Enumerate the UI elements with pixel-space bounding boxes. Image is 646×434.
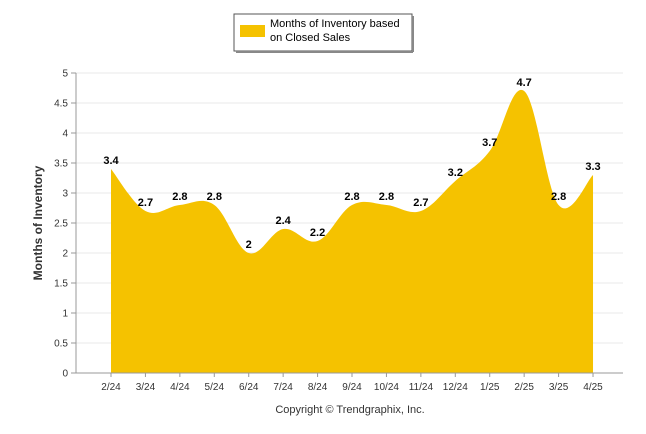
legend-line-1: Months of Inventory based [270,18,400,30]
copyright-text: Copyright © Trendgraphix, Inc. [275,404,424,416]
data-labels: 3.4 2.7 2.8 2.8 2 2.4 2.2 2.8 2.8 2.7 3.2 3.7 4.7 2.8… [103,77,600,251]
x-tick-label: 11/24 [409,382,434,393]
y-tick-label: 2.5 [54,219,68,230]
data-label: 2 [246,239,252,251]
y-axis-title: Months of Inventory [31,165,45,280]
y-tick-label: 4 [62,129,68,140]
y-tick-labels: 0 0.5 1 1.5 2 2.5 3 3.5 4 4.5 5 [54,69,76,380]
legend-swatch [240,25,265,37]
y-tick-label: 1.5 [54,279,68,290]
y-tick-label: 2 [62,249,68,260]
data-label: 3.2 [448,167,463,179]
x-tick-labels: 2/24 3/24 4/24 5/24 6/24 7/24 8/24 9/24 10/24 11/… [101,373,603,393]
data-label: 2.8 [344,191,359,203]
y-tick-label: 0.5 [54,339,68,350]
data-label: 2.8 [551,191,566,203]
x-tick-label: 4/25 [583,382,603,393]
data-label: 2.8 [172,191,187,203]
legend-box [233,13,413,52]
y-tick-label: 1 [62,309,68,320]
x-tick-label: 4/24 [170,382,190,393]
data-label: 2.7 [413,197,428,209]
x-tick-label: 3/25 [549,382,569,393]
x-tick-label: 6/24 [239,382,259,393]
x-tick-label: 8/24 [308,382,328,393]
data-label: 2.4 [276,215,292,227]
x-tick-label: 9/24 [342,382,362,393]
y-tick-label: 5 [62,69,68,80]
data-label: 4.7 [517,77,532,89]
legend[interactable]: Months of Inventory based on Closed Sale… [233,13,414,53]
legend-line-2: on Closed Sales [270,32,351,44]
axes [75,73,623,374]
data-label: 2.8 [207,191,222,203]
x-tick-label: 3/24 [136,382,156,393]
area-series [111,89,594,373]
data-label: 3.4 [103,155,119,167]
x-tick-label: 10/24 [374,382,399,393]
data-label: 2.8 [379,191,394,203]
data-label: 3.7 [482,137,497,149]
data-label: 2.7 [138,197,153,209]
y-tick-label: 3.5 [54,159,68,170]
y-tick-label: 0 [62,369,68,380]
data-label: 3.3 [585,161,600,173]
y-tick-label: 4.5 [54,99,68,110]
y-tick-label: 3 [62,189,68,200]
x-tick-label: 12/24 [443,382,468,393]
data-label: 2.2 [310,227,325,239]
x-tick-label: 5/24 [205,382,225,393]
x-tick-label: 1/25 [480,382,500,393]
x-tick-label: 2/24 [101,382,121,393]
x-tick-label: 2/25 [514,382,534,393]
x-tick-label: 7/24 [273,382,293,393]
